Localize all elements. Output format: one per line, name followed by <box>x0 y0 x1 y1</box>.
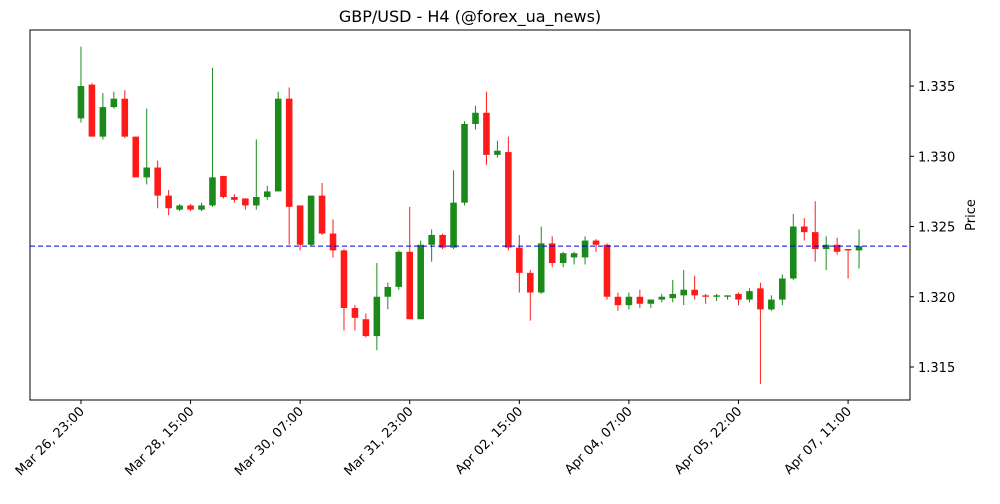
candle-body <box>483 112 490 155</box>
candle-body <box>143 167 150 178</box>
candle-body <box>855 246 863 251</box>
candle-body <box>296 205 304 245</box>
candle-body <box>450 202 457 248</box>
candle-body <box>253 197 260 206</box>
candle-body <box>625 296 633 306</box>
candle-body <box>581 240 589 258</box>
candle-body <box>603 244 611 297</box>
candle-body <box>669 293 677 299</box>
candle-body <box>88 84 96 137</box>
candle-body <box>384 286 392 297</box>
candle-body <box>768 299 775 310</box>
plot-frame <box>29 29 911 401</box>
candle-body <box>187 205 194 210</box>
y-tick-label: 1.330 <box>918 150 955 165</box>
y-tick-label: 1.320 <box>918 291 955 306</box>
y-tick-label: 1.315 <box>918 361 955 376</box>
candle-body <box>724 295 731 297</box>
candle-body <box>242 198 249 206</box>
x-tick-label: Apr 07, 11:00 <box>781 404 854 477</box>
candle-body <box>822 244 830 249</box>
candle-body <box>329 233 337 251</box>
candle-body <box>526 272 534 293</box>
candle-body <box>395 251 403 287</box>
candle-body <box>439 234 446 248</box>
candle-body <box>209 177 216 206</box>
candle-body <box>537 243 545 293</box>
x-tick-label: Mar 26, 23:00 <box>13 404 88 479</box>
candle-body <box>165 195 172 209</box>
candle-body <box>285 98 293 207</box>
candle-body <box>735 293 742 300</box>
candle-body <box>680 289 687 296</box>
candle-body <box>176 205 183 210</box>
candle-body <box>417 244 424 320</box>
candle-body <box>592 240 600 245</box>
candle-body <box>844 248 852 251</box>
candle-body <box>274 98 282 192</box>
candle-body <box>77 86 85 119</box>
candle-body <box>110 98 118 108</box>
candle-body <box>307 195 315 245</box>
candle-body <box>516 247 523 273</box>
candle-body <box>154 167 161 196</box>
candle-body <box>99 107 107 137</box>
y-tick-label: 1.335 <box>918 80 955 95</box>
candle-body <box>406 251 414 320</box>
candle-body <box>505 152 512 248</box>
candle-body <box>548 243 556 264</box>
candle-body <box>811 232 819 249</box>
candle-body <box>636 296 644 304</box>
candle-body <box>559 253 567 264</box>
candle-body <box>362 319 370 337</box>
candle-body <box>198 205 205 210</box>
candle-body <box>472 112 479 124</box>
x-tick-label: Mar 30, 07:00 <box>232 404 307 479</box>
candle-body <box>614 296 622 306</box>
x-tick-label: Apr 04, 07:00 <box>562 404 635 477</box>
candle-body <box>351 307 359 318</box>
candle-body <box>121 98 129 137</box>
candle-body <box>494 150 501 155</box>
candle-body <box>263 191 271 198</box>
candle-body <box>570 253 578 258</box>
x-tick-label: Apr 05, 22:00 <box>672 404 745 477</box>
y-axis-label: Price <box>964 199 979 231</box>
x-tick-label: Mar 28, 15:00 <box>122 404 197 479</box>
candle-body <box>318 195 326 234</box>
candle-body <box>746 291 753 300</box>
candle-body <box>658 296 666 300</box>
candle-body <box>647 299 655 304</box>
y-tick-label: 1.325 <box>918 221 955 236</box>
candle-body <box>757 288 764 310</box>
candle-body <box>833 244 841 252</box>
candle-body <box>461 123 468 203</box>
candle-body <box>340 250 348 308</box>
candle-body <box>373 296 381 337</box>
chart-title: GBP/USD - H4 (@forex_ua_news) <box>339 7 601 27</box>
x-tick-label: Apr 02, 15:00 <box>453 404 526 477</box>
candle-body <box>231 197 238 200</box>
candle-body <box>428 234 435 245</box>
x-tick-label: Mar 31, 23:00 <box>342 404 417 479</box>
candle-body <box>779 278 786 300</box>
candle-body <box>800 226 808 233</box>
candle-body <box>790 226 797 279</box>
candle-body <box>220 175 227 198</box>
candle-body <box>702 295 709 297</box>
candle-body <box>132 136 140 178</box>
candle-body <box>713 295 720 297</box>
candle-body <box>691 289 698 296</box>
